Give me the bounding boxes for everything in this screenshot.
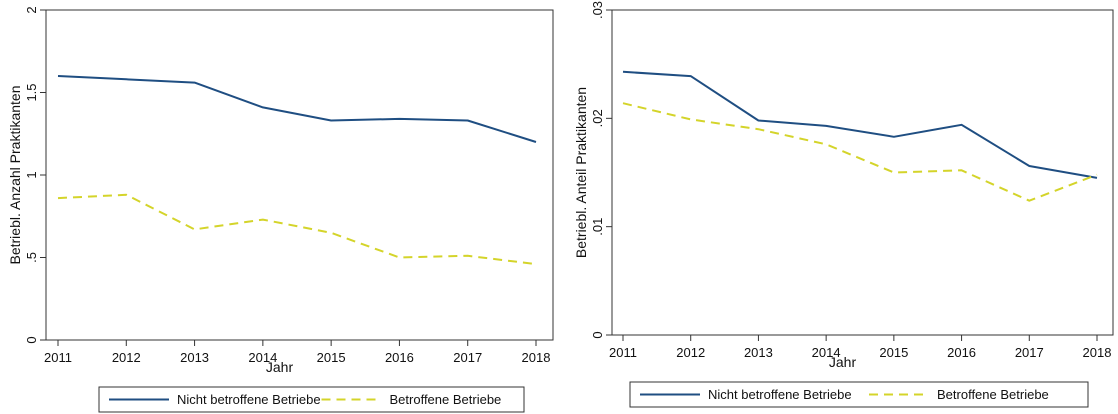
series-line-nicht-betroffene — [622, 70, 1098, 179]
legend-box — [98, 386, 525, 413]
y-tick-label: 2 — [24, 6, 39, 13]
x-tick-label: 2017 — [453, 350, 482, 365]
x-tick-label: 2016 — [385, 350, 414, 365]
y-axis-title: Betriebl. Anteil Praktikanten — [573, 87, 589, 258]
x-tick-label: 2018 — [1083, 345, 1112, 360]
x-tick-label: 2011 — [609, 345, 637, 360]
x-tick-label: 2014 — [812, 345, 841, 360]
y-tick-label: .5 — [24, 252, 39, 263]
x-tick-label: 2013 — [180, 350, 209, 365]
legend-box — [629, 381, 1089, 408]
x-tick-label: 2015 — [879, 345, 908, 360]
y-tick-label: .02 — [590, 109, 605, 127]
chart-left: 0 .5 1 1.5 2 2011 2012 2013 2014 2015 2016 2017 2018… — [7, 6, 554, 413]
x-tick-label: 2015 — [317, 350, 346, 365]
y-tick-label: 0 — [590, 331, 605, 338]
legend-label: Betroffene Betriebe — [390, 392, 502, 407]
chart-panel-left: 0 .5 1 1.5 2 2011 2012 2013 2014 2015 2016 2017 2018… — [7, 6, 554, 413]
plot-frame — [611, 9, 1114, 336]
x-tick-label: 2011 — [44, 350, 72, 365]
y-tick-label: 1.5 — [24, 83, 39, 101]
x-tick-label: 2014 — [248, 350, 277, 365]
x-tick-label: 2013 — [744, 345, 773, 360]
legend-label: Nicht betroffene Betriebe — [708, 387, 852, 402]
y-tick-label: .01 — [590, 218, 605, 236]
series-line-betroffene — [622, 102, 1098, 202]
x-tick-label: 2012 — [676, 345, 705, 360]
x-axis-title: Jahr — [266, 359, 294, 375]
x-tick-label: 2018 — [522, 350, 551, 365]
chart-panel-right: 0 .01 .02 .03 2011 2012 2013 2014 2015 2016 2017 20… — [566, 0, 1118, 414]
legend-label: Betroffene Betriebe — [937, 387, 1049, 402]
y-tick-label: 1 — [24, 171, 39, 178]
chart-right: 0 .01 .02 .03 2011 2012 2013 2014 2015 2016 2017 20… — [573, 1, 1114, 408]
series-line-betroffene — [57, 193, 537, 266]
legend-label: Nicht betroffene Betriebe — [177, 392, 321, 407]
y-axis-title: Betriebl. Anzahl Praktikanten — [7, 86, 23, 265]
x-axis-title: Jahr — [829, 354, 857, 370]
x-tick-label: 2016 — [947, 345, 976, 360]
series-line-nicht-betroffene — [57, 75, 537, 143]
x-tick-label: 2017 — [1015, 345, 1044, 360]
y-tick-label: 0 — [24, 336, 39, 343]
x-tick-label: 2012 — [112, 350, 141, 365]
plot-frame — [45, 9, 554, 341]
y-tick-label: .03 — [590, 1, 605, 19]
